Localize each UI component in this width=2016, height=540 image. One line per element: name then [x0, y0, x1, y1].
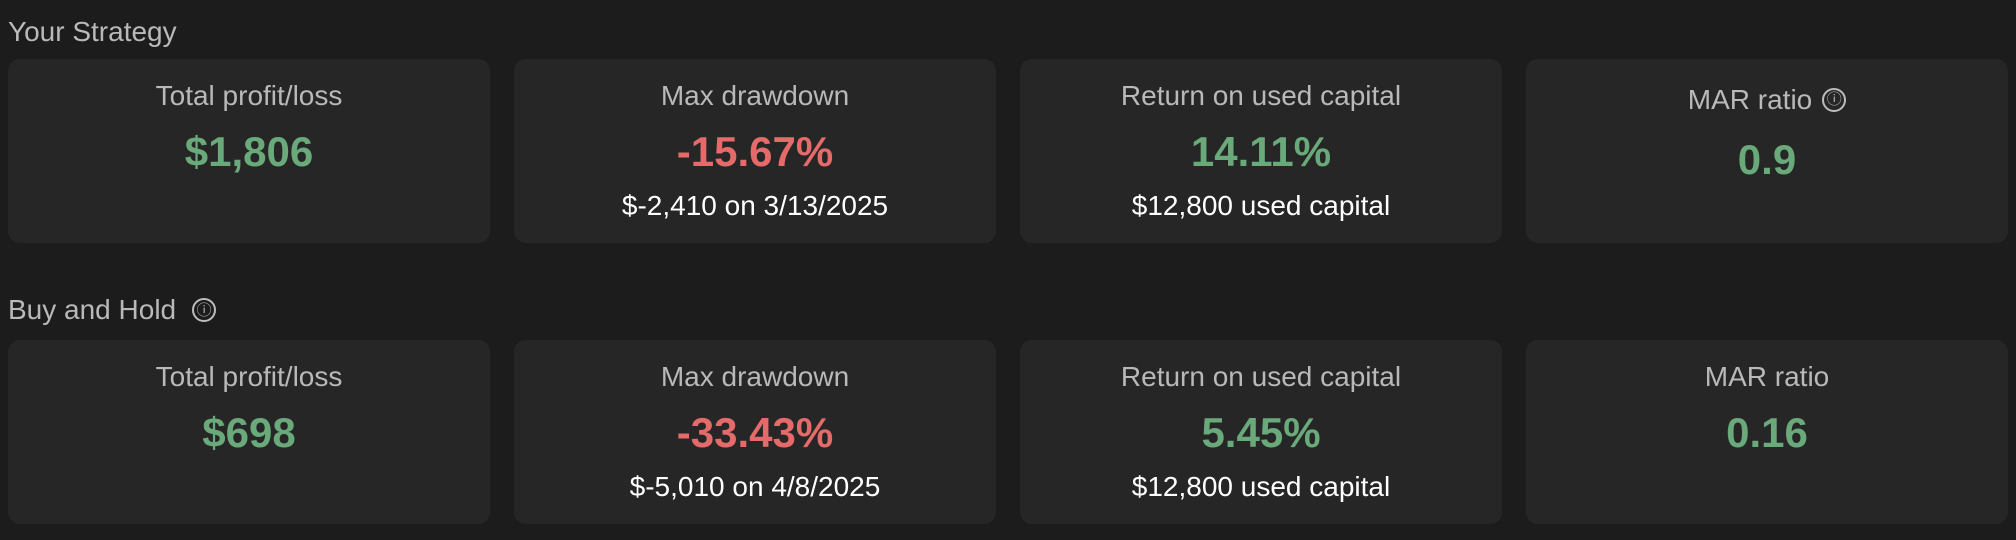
section-title-text: Buy and Hold [8, 294, 177, 325]
strategy-max-drawdown-card: Max drawdown -15.67% $-2,410 on 3/13/202… [514, 59, 996, 243]
card-label: Total profit/loss [8, 79, 490, 113]
bh-mar-ratio-card: MAR ratio 0.16 [1526, 340, 2008, 524]
buy-and-hold-metrics-row: Total profit/loss $698 Max drawdown -33.… [8, 340, 2008, 524]
card-label: Total profit/loss [8, 360, 490, 394]
used-capital-detail: $12,800 used capital [1131, 190, 1391, 221]
mar-ratio-value: 0.16 [1726, 409, 1808, 456]
return-capital-value: 5.45% [1201, 409, 1321, 456]
return-capital-value: 14.11% [1190, 128, 1332, 175]
card-label: Max drawdown [514, 360, 996, 394]
total-profit-value: $698 [202, 409, 296, 456]
max-drawdown-value: -33.43% [676, 409, 834, 456]
max-drawdown-detail: $-2,410 on 3/13/2025 [621, 190, 889, 221]
card-label-text: Return on used capital [1120, 80, 1402, 111]
card-label: Return on used capital [1020, 79, 1502, 113]
card-label: MAR ratio ⓘ [1526, 83, 2008, 117]
card-label: Max drawdown [514, 79, 996, 113]
info-icon[interactable]: ⓘ [1822, 87, 1847, 112]
card-label-text: MAR ratio [1687, 84, 1813, 115]
section-title-your-strategy: Your Strategy [8, 18, 177, 46]
info-icon[interactable]: ⓘ [192, 298, 217, 322]
max-drawdown-value: -15.67% [676, 128, 834, 175]
card-label-text: MAR ratio [1704, 361, 1830, 392]
mar-ratio-value: 0.9 [1737, 136, 1797, 183]
section-title-text: Your Strategy [8, 16, 177, 47]
bh-max-drawdown-card: Max drawdown -33.43% $-5,010 on 4/8/2025 [514, 340, 996, 524]
strategy-metrics-row: Total profit/loss $1,806 Max drawdown -1… [8, 59, 2008, 243]
card-label-text: Return on used capital [1120, 361, 1402, 392]
card-label-text: Max drawdown [660, 80, 850, 111]
bh-total-profit-card: Total profit/loss $698 [8, 340, 490, 524]
strategy-total-profit-card: Total profit/loss $1,806 [8, 59, 490, 243]
card-label: Return on used capital [1020, 360, 1502, 394]
card-label-text: Total profit/loss [155, 361, 343, 392]
strategy-mar-ratio-card: MAR ratio ⓘ 0.9 [1526, 59, 2008, 243]
card-label: MAR ratio [1526, 360, 2008, 394]
total-profit-value: $1,806 [184, 128, 314, 175]
used-capital-detail: $12,800 used capital [1131, 471, 1391, 502]
card-label-text: Max drawdown [660, 361, 850, 392]
bh-return-capital-card: Return on used capital 5.45% $12,800 use… [1020, 340, 1502, 524]
strategy-return-capital-card: Return on used capital 14.11% $12,800 us… [1020, 59, 1502, 243]
max-drawdown-detail: $-5,010 on 4/8/2025 [629, 471, 881, 502]
section-title-buy-and-hold: Buy and Hold ⓘ [8, 294, 217, 325]
card-label-text: Total profit/loss [155, 80, 343, 111]
